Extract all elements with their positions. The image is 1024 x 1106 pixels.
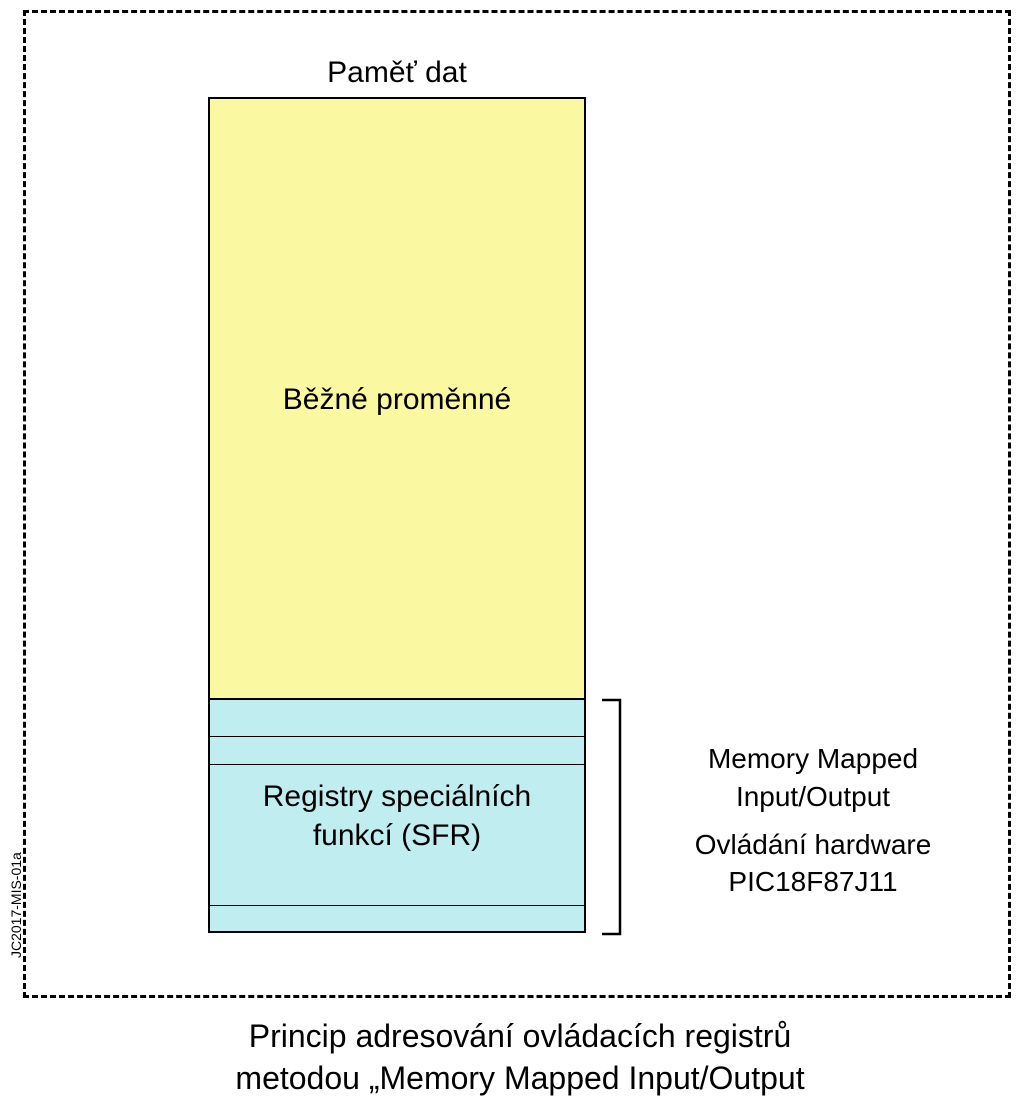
memory-region-sfr: Registry speciálních funkcí (SFR) <box>208 698 586 933</box>
side-line2: Input/Output <box>736 781 890 812</box>
side-line4: PIC18F87J11 <box>728 866 897 897</box>
bottom-region-label-line1: Registry speciálních <box>263 780 531 813</box>
top-region-label: Běžné proměnné <box>283 380 512 419</box>
caption-line1: Princip adresování ovládacích registrů <box>249 1018 792 1054</box>
figure-caption: Princip adresování ovládacích registrů m… <box>120 1016 920 1099</box>
bracket-icon <box>598 698 638 936</box>
side-annotation: Memory Mapped Input/Output Ovládání hard… <box>648 740 978 901</box>
sfr-divider-3 <box>210 905 584 906</box>
sfr-divider-2 <box>210 764 584 765</box>
figure-id-label: JC2017-MIS-01a <box>8 852 24 958</box>
bottom-region-label-line2: funkcí (SFR) <box>313 819 481 852</box>
sfr-divider-1 <box>210 736 584 737</box>
side-line3: Ovládání hardware <box>695 829 932 860</box>
column-title: Paměť dat <box>208 56 586 90</box>
memory-region-variables: Běžné proměnné <box>208 97 586 701</box>
bottom-region-label: Registry speciálních funkcí (SFR) <box>263 777 531 855</box>
side-line1: Memory Mapped <box>708 743 918 774</box>
caption-line2: metodou „Memory Mapped Input/Output <box>235 1060 804 1096</box>
